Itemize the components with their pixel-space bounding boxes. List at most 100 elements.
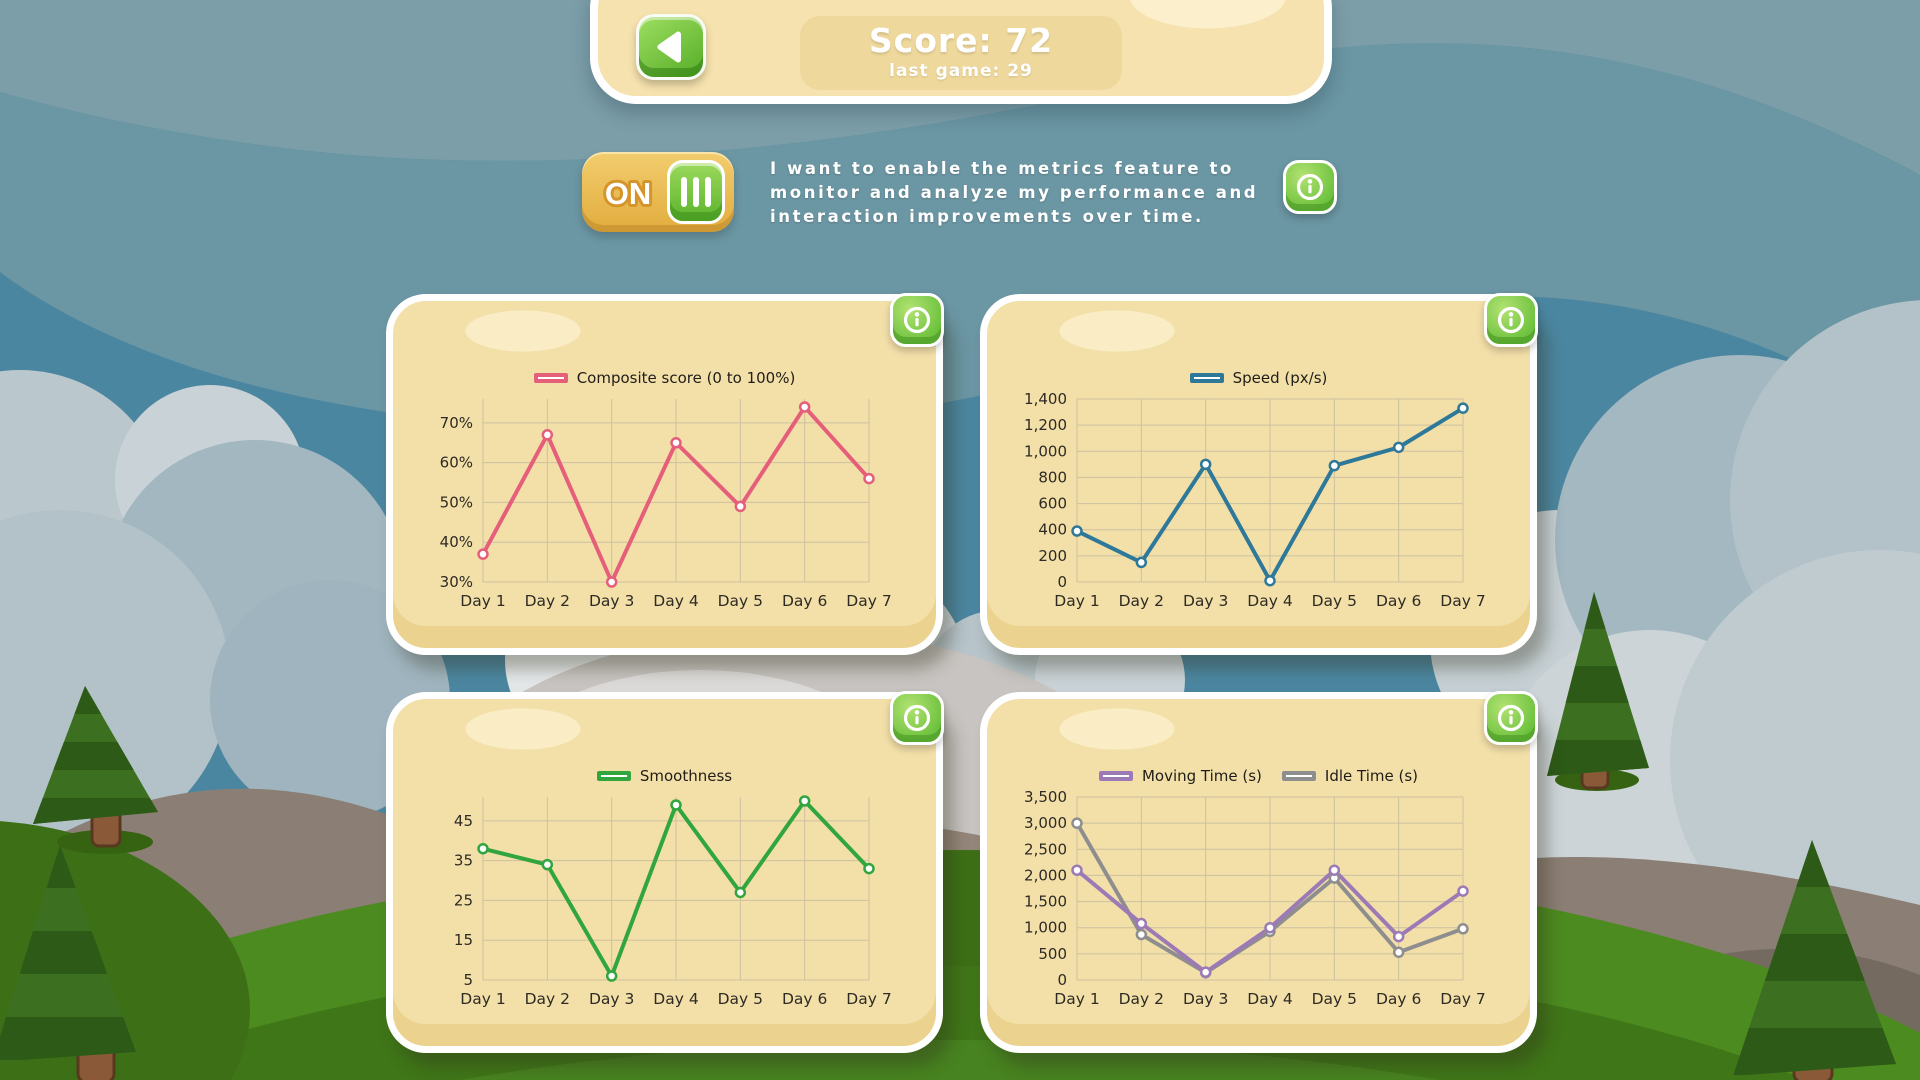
info-icon	[903, 306, 931, 334]
svg-text:70%: 70%	[440, 414, 473, 432]
svg-text:Day 6: Day 6	[1376, 990, 1421, 1008]
info-icon	[1497, 306, 1525, 334]
chart-canvas: Day 1 Day 2 Day 3 Day 4 Day 5 Day 6 Day 7 0 500 1…	[1024, 788, 1486, 1008]
svg-text:15: 15	[454, 931, 473, 949]
chart-canvas: Day 1 Day 2 Day 3 Day 4 Day 5 Day 6 Day 7 5 15 25…	[454, 795, 892, 1008]
svg-text:1,000: 1,000	[1024, 442, 1067, 460]
svg-text:800: 800	[1038, 468, 1067, 486]
svg-text:Day 7: Day 7	[846, 592, 891, 610]
svg-text:Day 5: Day 5	[1312, 592, 1357, 610]
svg-text:60%: 60%	[440, 454, 473, 472]
chart-info-button[interactable]	[890, 691, 944, 745]
metrics-info-button[interactable]	[1283, 160, 1337, 214]
toggle-state: ON	[602, 173, 654, 214]
legend-label: Idle Time (s)	[1324, 767, 1419, 785]
svg-text:40%: 40%	[440, 533, 473, 551]
chart-legend: Composite score (0 to 100%)	[393, 367, 936, 389]
svg-text:Day 7: Day 7	[1440, 592, 1485, 610]
svg-text:30%: 30%	[440, 573, 473, 591]
svg-text:Day 2: Day 2	[1119, 592, 1164, 610]
legend-swatch	[1098, 771, 1133, 781]
svg-text:Day 5: Day 5	[718, 990, 763, 1008]
svg-text:500: 500	[1038, 945, 1067, 963]
svg-text:50%: 50%	[440, 493, 473, 511]
score-box: Score: 72 last game: 29	[800, 16, 1122, 90]
svg-text:1,200: 1,200	[1024, 416, 1067, 434]
svg-text:Day 3: Day 3	[1183, 990, 1228, 1008]
svg-text:Day 1: Day 1	[460, 990, 505, 1008]
metrics-description: I want to enable the metrics feature to …	[770, 157, 1258, 229]
chart-legend: Smoothness	[393, 765, 936, 787]
speed-panel: Speed (px/s) Day 1 Day 2 Day 3 Day 4 Day 5 Da…	[980, 293, 1538, 655]
svg-text:25: 25	[454, 891, 473, 909]
legend-label: Speed (px/s)	[1232, 369, 1328, 387]
svg-text:400: 400	[1038, 521, 1067, 539]
legend-label: Smoothness	[639, 767, 733, 785]
svg-text:Day 3: Day 3	[589, 990, 634, 1008]
svg-text:Day 4: Day 4	[1247, 990, 1292, 1008]
metrics-description-line: I want to enable the metrics feature to	[770, 159, 1234, 178]
chart-info-button[interactable]	[1484, 293, 1538, 347]
svg-text:1,000: 1,000	[1024, 919, 1067, 937]
legend-item: Composite score (0 to 100%)	[533, 369, 796, 387]
svg-text:Day 1: Day 1	[1054, 592, 1099, 610]
svg-text:45: 45	[454, 812, 473, 830]
svg-text:0: 0	[1057, 573, 1067, 591]
info-icon	[1296, 173, 1324, 201]
legend-item: Speed (px/s)	[1189, 369, 1328, 387]
chart-info-button[interactable]	[1484, 691, 1538, 745]
chart-legend: Moving Time (s) Idle Time (s)	[987, 765, 1530, 787]
chart-canvas: Day 1 Day 2 Day 3 Day 4 Day 5 Day 6 Day 7 30% 40…	[440, 399, 892, 610]
back-arrow-icon	[657, 31, 681, 63]
back-button[interactable]	[636, 14, 706, 80]
svg-text:Day 5: Day 5	[718, 592, 763, 610]
svg-text:Day 2: Day 2	[525, 592, 570, 610]
legend-item: Smoothness	[596, 767, 733, 785]
svg-text:Day 1: Day 1	[460, 592, 505, 610]
last-game-value: last game: 29	[889, 61, 1033, 81]
score-value: Score: 72	[868, 21, 1054, 60]
svg-text:2,500: 2,500	[1024, 840, 1067, 858]
legend-swatch	[1189, 373, 1224, 383]
svg-text:Day 6: Day 6	[782, 592, 827, 610]
svg-text:2,000: 2,000	[1024, 866, 1067, 884]
svg-text:200: 200	[1038, 547, 1067, 565]
legend-label: Composite score (0 to 100%)	[576, 369, 796, 387]
svg-text:0: 0	[1057, 971, 1067, 989]
info-icon	[1497, 704, 1525, 732]
legend-swatch	[596, 771, 631, 781]
svg-text:Day 3: Day 3	[589, 592, 634, 610]
metrics-description-line: monitor and analyze my performance and	[770, 183, 1259, 202]
svg-text:Day 5: Day 5	[1312, 990, 1357, 1008]
metrics-description-line: interaction improvements over time.	[770, 207, 1204, 226]
svg-text:35: 35	[454, 852, 473, 870]
svg-text:Day 2: Day 2	[1119, 990, 1164, 1008]
svg-text:Day 1: Day 1	[1054, 990, 1099, 1008]
svg-text:Day 3: Day 3	[1183, 592, 1228, 610]
legend-swatch	[1281, 771, 1316, 781]
svg-text:1,400: 1,400	[1024, 390, 1067, 408]
svg-text:1,500: 1,500	[1024, 893, 1067, 911]
svg-text:3,000: 3,000	[1024, 814, 1067, 832]
smoothness-panel: Smoothness Day 1 Day 2 Day 3 Day 4 Day 5 Day …	[386, 691, 944, 1053]
svg-text:3,500: 3,500	[1024, 788, 1067, 806]
svg-text:Day 2: Day 2	[525, 990, 570, 1008]
composite-score-panel: Composite score (0 to 100%) Day 1 Day 2 Da…	[386, 293, 944, 655]
svg-text:Day 4: Day 4	[653, 990, 698, 1008]
chart-canvas: Day 1 Day 2 Day 3 Day 4 Day 5 Day 6 Day 7 0 200 4…	[1024, 390, 1486, 610]
toggle-state-label: ON	[605, 176, 651, 211]
chart-legend: Speed (px/s)	[987, 367, 1530, 389]
toggle-knob-grip-icon	[667, 160, 725, 224]
svg-text:Day 6: Day 6	[1376, 592, 1421, 610]
legend-item: Moving Time (s)	[1098, 767, 1262, 785]
svg-text:Day 7: Day 7	[1440, 990, 1485, 1008]
legend-swatch	[533, 373, 568, 383]
info-icon	[903, 704, 931, 732]
score-panel: Score: 72 last game: 29	[590, 0, 1332, 104]
chart-info-button[interactable]	[890, 293, 944, 347]
svg-text:600: 600	[1038, 495, 1067, 513]
metrics-toggle[interactable]: ON	[582, 152, 734, 232]
svg-text:Day 4: Day 4	[1247, 592, 1292, 610]
